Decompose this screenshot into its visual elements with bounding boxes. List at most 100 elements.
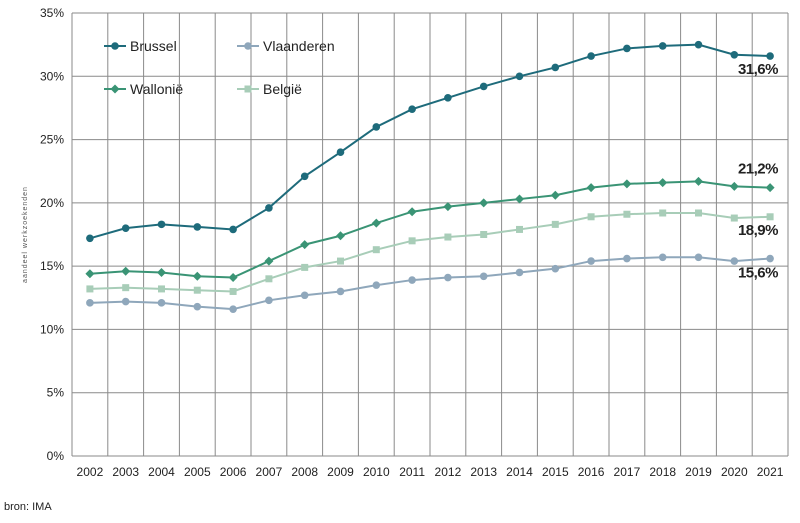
y-axis: 0% 5% 10% 15% 20% 25% 30% 35% xyxy=(40,6,64,463)
data-point xyxy=(658,42,667,50)
data-point xyxy=(110,84,120,94)
x-axis: 2002 2003 2004 2005 2006 2007 2008 2009 2010 2011… xyxy=(77,465,784,479)
data-point xyxy=(244,85,252,93)
data-point xyxy=(516,225,523,233)
data-point xyxy=(479,82,488,91)
end-labels: 31,6% 15,6% 21,2% 18,9% xyxy=(738,61,779,282)
data-point xyxy=(623,254,631,263)
data-point xyxy=(766,213,774,221)
x-tick-label: 2008 xyxy=(291,465,318,479)
data-point xyxy=(480,231,488,238)
data-point xyxy=(265,275,273,283)
data-point xyxy=(729,181,739,191)
data-point xyxy=(551,220,559,228)
data-point xyxy=(658,178,668,188)
data-point xyxy=(587,213,595,221)
end-label-wallonië: 21,2% xyxy=(738,161,778,178)
x-tick-label: 2014 xyxy=(506,465,533,479)
data-point xyxy=(86,234,94,243)
data-point xyxy=(765,183,775,193)
data-point xyxy=(515,194,524,204)
data-point xyxy=(86,299,94,307)
data-point xyxy=(300,172,309,181)
y-tick-label: 5% xyxy=(47,386,65,400)
data-point xyxy=(659,209,667,217)
x-tick-label: 2019 xyxy=(685,465,712,479)
data-point xyxy=(157,299,166,307)
data-point xyxy=(694,176,703,186)
end-label-vlaanderen: 15,6% xyxy=(738,265,778,282)
data-point xyxy=(658,253,667,262)
y-axis-label: aandeel werkzoekenden xyxy=(22,186,29,283)
data-point xyxy=(193,223,202,231)
data-point xyxy=(551,63,560,72)
data-point xyxy=(157,220,166,229)
y-tick-label: 25% xyxy=(40,133,64,147)
x-tick-label: 2002 xyxy=(77,465,104,479)
x-tick-label: 2011 xyxy=(399,465,425,479)
data-point xyxy=(766,254,774,263)
data-point xyxy=(730,214,738,222)
data-point xyxy=(551,264,560,273)
y-tick-label: 20% xyxy=(40,196,64,210)
data-point xyxy=(515,268,524,277)
data-point xyxy=(229,287,237,295)
data-point xyxy=(444,273,452,282)
data-point xyxy=(694,253,703,262)
series-line xyxy=(89,43,771,240)
legend-item-belgië: België xyxy=(237,81,302,97)
data-point xyxy=(372,123,381,131)
data-point xyxy=(695,209,702,217)
end-label-belgië: 18,9% xyxy=(738,222,778,239)
data-point xyxy=(408,237,416,245)
y-tick-label: 30% xyxy=(40,69,64,83)
y-tick-label: 10% xyxy=(40,322,64,336)
x-tick-label: 2005 xyxy=(184,465,211,479)
x-tick-label: 2003 xyxy=(112,465,139,479)
data-point xyxy=(265,204,273,212)
series-belgië xyxy=(86,209,774,295)
data-point xyxy=(336,287,345,296)
data-point xyxy=(121,266,131,276)
data-point xyxy=(623,44,631,53)
end-label-brussel: 31,6% xyxy=(738,61,778,78)
x-tick-label: 2007 xyxy=(256,465,283,479)
data-point xyxy=(479,198,489,208)
data-point xyxy=(300,240,310,250)
data-point xyxy=(229,225,237,234)
legend-item-brussel: Brussel xyxy=(104,38,177,54)
x-tick-label: 2020 xyxy=(721,465,748,479)
data-point xyxy=(443,202,453,212)
data-point xyxy=(336,231,345,241)
y-tick-label: 0% xyxy=(47,449,65,463)
data-point xyxy=(337,257,344,265)
grid xyxy=(71,12,789,457)
data-point xyxy=(193,302,202,311)
x-tick-label: 2017 xyxy=(614,465,641,479)
series-line xyxy=(89,211,771,293)
data-point xyxy=(244,42,252,50)
x-tick-label: 2018 xyxy=(649,465,676,479)
x-tick-label: 2004 xyxy=(148,465,175,479)
data-point xyxy=(192,271,202,281)
source-note: bron: IMA xyxy=(4,501,52,513)
data-point xyxy=(300,291,309,300)
data-point xyxy=(444,94,452,102)
legend-label: België xyxy=(263,81,302,97)
data-point xyxy=(371,218,381,228)
data-point xyxy=(550,190,560,200)
data-point xyxy=(766,52,774,60)
legend-item-wallonië: Wallonië xyxy=(104,81,183,97)
series-group xyxy=(85,40,775,313)
legend-label: Wallonië xyxy=(130,81,183,97)
data-point xyxy=(372,246,380,254)
x-tick-label: 2009 xyxy=(327,465,354,479)
legend-label: Brussel xyxy=(130,38,177,54)
data-point xyxy=(111,42,119,50)
data-point xyxy=(694,40,703,49)
data-point xyxy=(623,210,631,218)
series-vlaanderen xyxy=(86,253,774,313)
data-point xyxy=(622,179,632,189)
data-point xyxy=(85,269,95,279)
